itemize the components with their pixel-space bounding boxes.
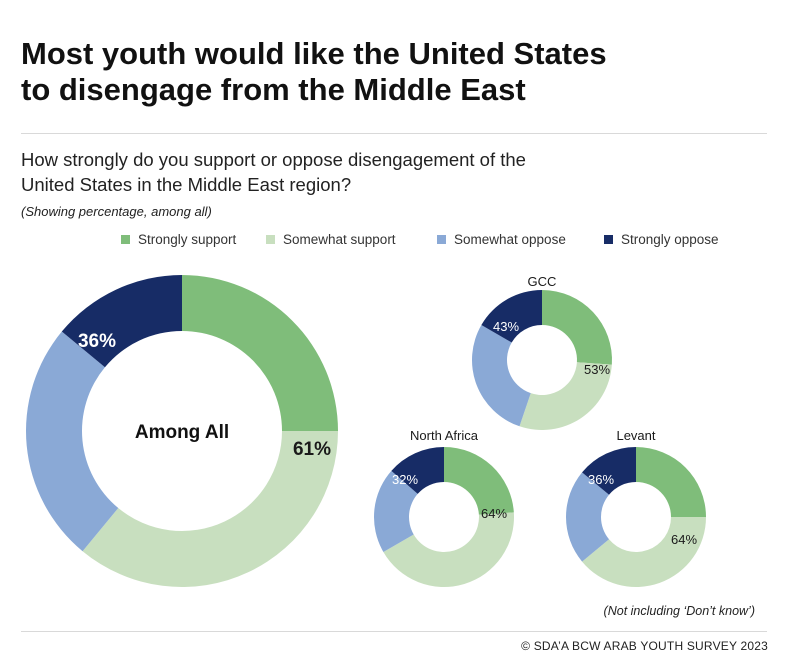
legend-swatch — [437, 235, 446, 244]
donut-center-label: Among All — [135, 422, 229, 443]
donut-title: Levant — [616, 428, 655, 443]
legend-swatch — [121, 235, 130, 244]
slice-strongly-support — [542, 290, 612, 365]
support-data-label: 64% — [671, 532, 697, 547]
slice-somewhat-oppose — [566, 472, 610, 562]
question-line-2: United States in the Middle East region? — [21, 174, 352, 195]
oppose-data-label: 43% — [493, 319, 519, 334]
subnote: (Showing percentage, among all) — [21, 204, 212, 219]
support-data-label: 61% — [293, 439, 331, 460]
donut-gcc — [472, 290, 612, 430]
question-line-1: How strongly do you support or oppose di… — [21, 149, 526, 170]
legend-label: Strongly support — [138, 232, 237, 247]
donut-levant — [566, 447, 706, 587]
slice-somewhat-oppose — [472, 325, 531, 427]
donut-title: North Africa — [410, 428, 479, 443]
source-credit: © SDA’A BCW ARAB YOUTH SURVEY 2023 — [521, 639, 768, 653]
slice-strongly-oppose — [582, 447, 636, 495]
title-line-2: to disengage from the Middle East — [21, 72, 526, 107]
slice-somewhat-support — [383, 512, 514, 587]
legend-label: Somewhat oppose — [454, 232, 566, 247]
legend: Strongly support Somewhat support Somewh… — [0, 232, 791, 252]
title-line-1: Most youth would like the United States — [21, 36, 607, 71]
question-text: How strongly do you support or oppose di… — [21, 147, 661, 197]
slice-strongly-oppose — [481, 290, 542, 343]
slice-somewhat-support — [82, 431, 338, 587]
donut-north-africa — [374, 447, 514, 587]
legend-item-strongly-support: Strongly support — [121, 232, 236, 247]
slice-strongly-support — [444, 447, 514, 515]
legend-item-somewhat-oppose: Somewhat oppose — [437, 232, 566, 247]
legend-item-strongly-oppose: Strongly oppose — [604, 232, 719, 247]
slice-strongly-support — [182, 275, 338, 431]
support-data-label: 53% — [584, 362, 610, 377]
slice-somewhat-support — [582, 517, 706, 587]
legend-swatch — [266, 235, 275, 244]
slice-strongly-oppose — [61, 275, 182, 368]
donut-among-all — [26, 275, 338, 587]
slice-somewhat-oppose — [26, 331, 119, 552]
top-divider — [21, 133, 767, 134]
legend-item-somewhat-support: Somewhat support — [266, 232, 396, 247]
support-data-label: 64% — [481, 506, 507, 521]
legend-label: Strongly oppose — [621, 232, 719, 247]
slice-strongly-support — [636, 447, 706, 517]
oppose-data-label: 36% — [588, 472, 614, 487]
bottom-divider — [21, 631, 767, 632]
oppose-data-label: 32% — [392, 472, 418, 487]
legend-swatch — [604, 235, 613, 244]
slice-somewhat-oppose — [374, 470, 418, 552]
page-title: Most youth would like the United States … — [21, 36, 721, 108]
legend-label: Somewhat support — [283, 232, 396, 247]
donut-title: GCC — [528, 274, 557, 289]
slice-strongly-oppose — [391, 447, 444, 494]
oppose-data-label: 36% — [78, 331, 116, 352]
slice-somewhat-support — [519, 362, 612, 430]
footnote: (Not including ‘Don’t know’) — [603, 604, 755, 618]
